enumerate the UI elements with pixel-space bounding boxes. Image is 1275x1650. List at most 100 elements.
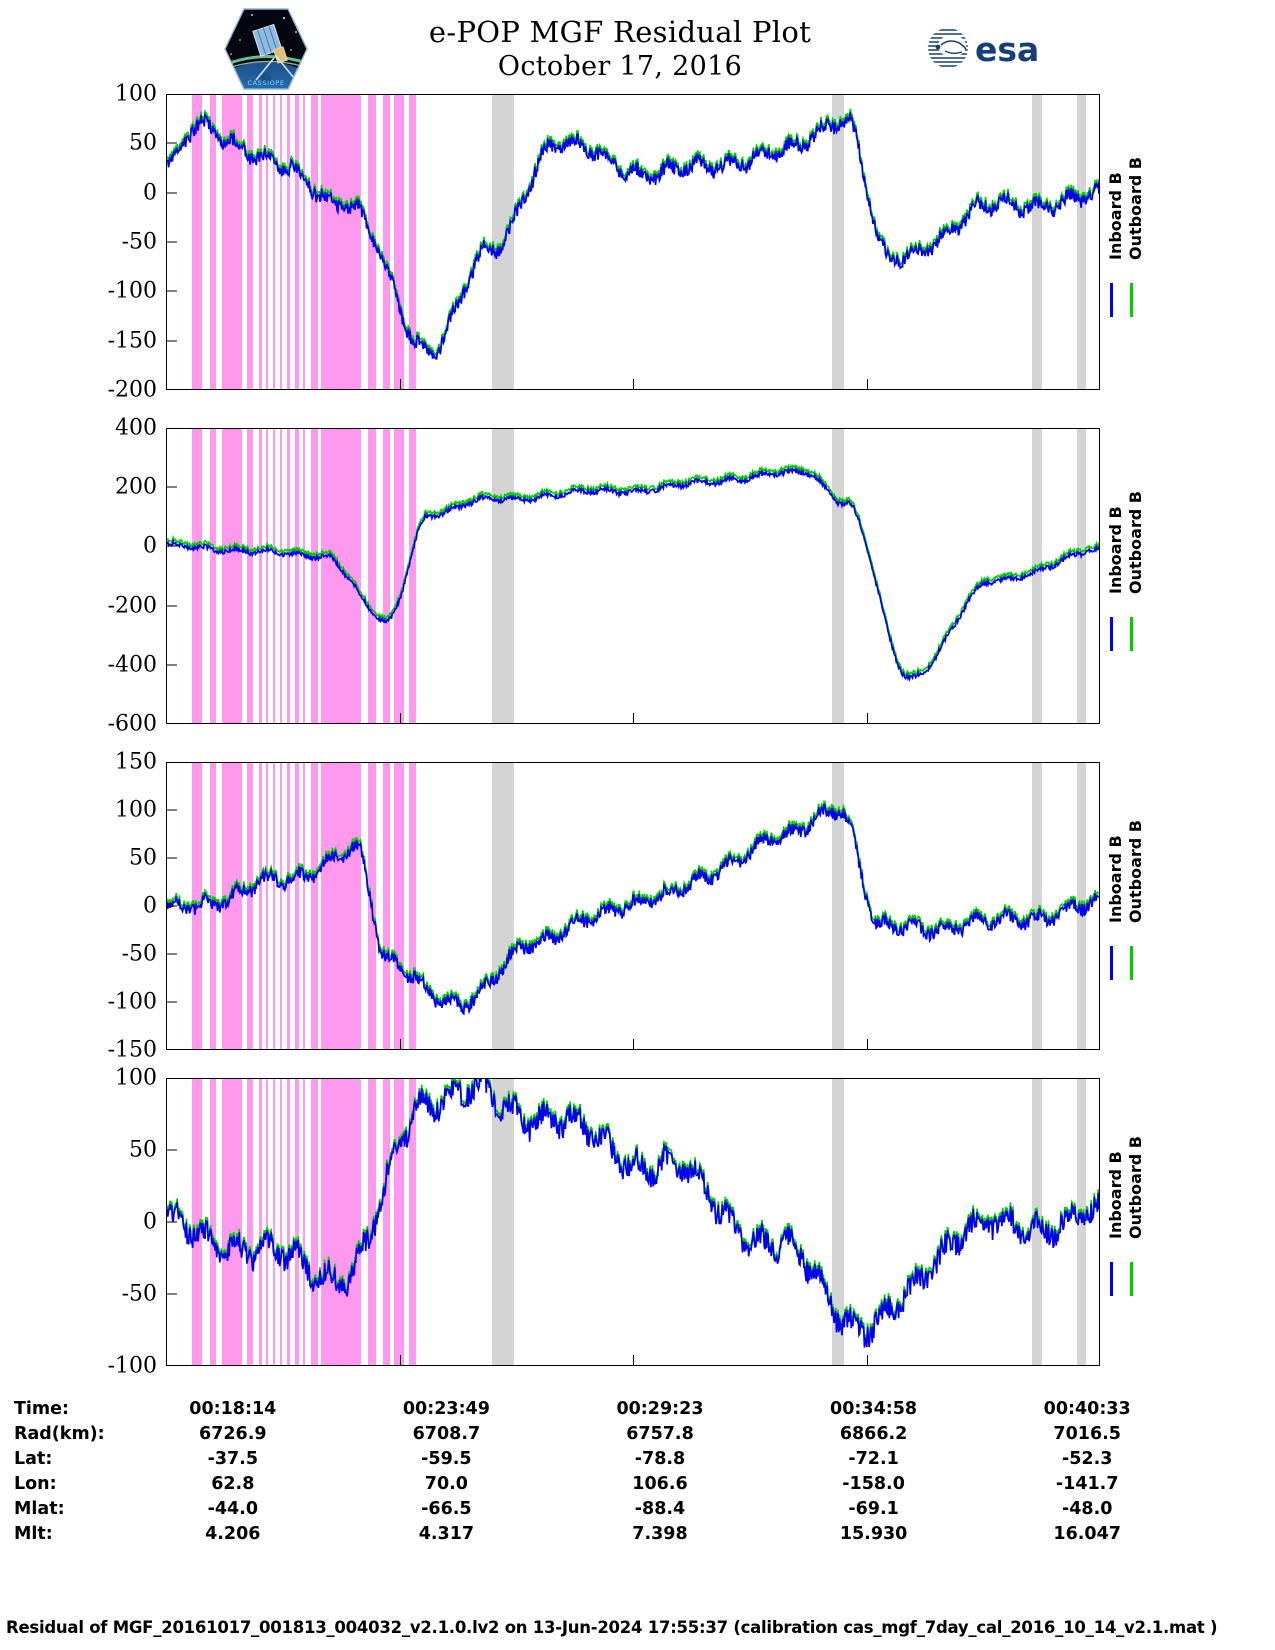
y-tick-label: 50 [129,845,157,871]
magenta-band [287,763,290,1049]
y-tick-mark [166,340,177,342]
magenta-band [221,1079,242,1365]
trace-outboard-b [167,800,1099,1012]
ephemeris-cell: 6726.9 [199,1423,267,1444]
y-tick-label: -50 [121,1281,157,1307]
ephemeris-cell: -44.0 [207,1498,259,1519]
ephemeris-cell: -66.5 [421,1498,472,1519]
legend-swatch-inboard-b [1110,617,1113,652]
trace-outboard-b [167,463,1099,679]
y-tick-label: -100 [107,278,157,304]
trace-inboard-b [167,466,1099,683]
magenta-band [382,95,390,389]
y-tick-mark [166,290,177,292]
magenta-band [209,429,216,723]
gray-band [492,1079,515,1365]
y-tick-mark [166,1001,177,1003]
magenta-band [266,1079,269,1365]
magenta-band [287,1079,290,1365]
magenta-band [310,95,318,389]
magenta-band [266,95,269,389]
y-tick-label: -50 [121,229,157,255]
gray-band [831,1079,844,1365]
x-tick-mark [866,1355,868,1366]
x-tick-mark [633,1355,634,1366]
x-tick-mark [399,1039,401,1050]
magenta-band [272,763,275,1049]
ephemeris-cell: 70.0 [424,1473,468,1494]
magenta-band [258,95,263,389]
magenta-band [287,95,290,389]
magenta-band [321,763,362,1049]
y-tick-label: 100 [115,1065,157,1091]
ephemeris-cell: 00:34:58 [830,1398,918,1419]
legend-label-outboard-b: Outboard B [1126,820,1145,924]
page-header: CASSIOPE e-POP MGF Residual Plot October… [0,0,1275,92]
ephemeris-row-label: Time: [14,1398,70,1419]
magenta-band [294,1079,299,1365]
magenta-band [321,429,362,723]
y-tick-mark [166,905,177,907]
ephemeris-cell: -37.5 [207,1448,259,1469]
magenta-band [258,429,263,723]
ephemeris-cell: -48.0 [1061,1498,1113,1519]
y-tick-mark [166,857,177,859]
magenta-band [394,429,404,723]
ephemeris-cell: -59.5 [421,1448,472,1469]
title-date-line: October 17, 2016 [497,51,743,82]
title-main-line: e-POP MGF Residual Plot [428,15,812,49]
ephemeris-row-label: Rad(km): [14,1423,105,1444]
legend-swatch-outboard-b [1130,283,1133,318]
footer-caption: Residual of MGF_20161017_001813_004032_v… [6,1618,1218,1637]
magenta-band [310,429,318,723]
plot-area-4 [166,1078,1100,1366]
ephemeris-cell: -88.4 [634,1498,686,1519]
y-tick-label: -100 [107,1353,157,1379]
x-tick-mark [866,379,868,390]
ephemeris-cell: 4.317 [418,1523,475,1544]
y-tick-label: -200 [107,377,157,403]
y-tick-mark [166,142,177,144]
ephemeris-cell: -52.3 [1061,1448,1113,1469]
magenta-band [287,429,290,723]
gray-band [1031,429,1043,723]
y-tick-label: 0 [143,893,157,919]
y-tick-mark [166,809,177,811]
ephemeris-cell: 15.930 [839,1523,908,1544]
gray-band [831,763,844,1049]
ephemeris-row-label: Lon: [14,1473,57,1494]
ephemeris-cell: -72.1 [848,1448,899,1469]
y-tick-label: 100 [115,797,157,823]
y-tick-label: 200 [115,474,157,500]
y-tick-mark [166,1149,177,1151]
magenta-band [382,1079,390,1365]
y-tick-label: -400 [107,652,157,678]
y-tick-label: -600 [107,711,157,737]
magenta-band [302,763,306,1049]
gray-band [1076,95,1087,389]
magenta-band [266,763,269,1049]
ephemeris-cell: -141.7 [1055,1473,1119,1494]
y-tick-label: -150 [107,1037,157,1063]
magenta-band [321,95,362,389]
magenta-band [221,95,242,389]
magenta-band [294,763,299,1049]
data-traces-1 [167,108,1099,360]
ephemeris-table-body: Time: 00:18:14 00:23:49 00:29:23 00:34:58 00:… [14,1396,1194,1546]
y-tick-mark [166,605,177,607]
magenta-band [409,763,417,1049]
legend-swatch-outboard-b [1130,617,1133,652]
shaded-event-bands [167,1079,1099,1365]
magenta-band [310,1079,318,1365]
x-tick-mark [633,379,634,390]
magenta-band [280,763,283,1049]
x-tick-mark [633,1039,634,1050]
magenta-band [272,95,275,389]
magenta-band [382,429,390,723]
magenta-band [192,1079,202,1365]
magenta-band [294,95,299,389]
ephemeris-row: Lat: -37.5 -59.5 -78.8 -72.1 -52.3 [14,1446,1194,1471]
plot-area-1 [166,94,1100,390]
